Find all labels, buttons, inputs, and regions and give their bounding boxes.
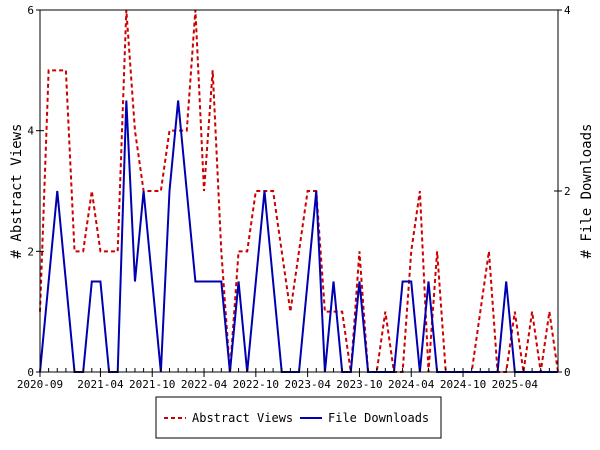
y-right-tick-label: 0 <box>564 366 571 379</box>
x-tick-label: 2020-09 <box>17 378 63 391</box>
y-left-tick-label: 0 <box>27 366 34 379</box>
x-tick-label: 2023-10 <box>336 378 382 391</box>
x-tick-label: 2023-04 <box>284 378 331 391</box>
x-tick-label: 2022-10 <box>233 378 279 391</box>
legend: Abstract Views File Downloads <box>155 396 442 439</box>
legend-box <box>155 396 442 439</box>
y-left-tick-label: 6 <box>27 4 34 17</box>
x-tick-label: 2021-04 <box>77 378 124 391</box>
y-right-tick-label: 4 <box>564 4 571 17</box>
x-tick-label: 2025-04 <box>492 378 539 391</box>
x-tick-label: 2024-10 <box>440 378 486 391</box>
y-right-tick-label: 2 <box>564 185 571 198</box>
x-tick-label: 2021-10 <box>129 378 175 391</box>
series-line-abstract-views <box>39 9 559 373</box>
left-axis-title: # Abstract Views <box>9 124 25 259</box>
right-axis-title: # File Downloads <box>579 124 595 259</box>
legend-label-abstract-views: Abstract Views <box>192 411 293 425</box>
y-left-tick-label: 4 <box>27 125 34 138</box>
x-tick-label: 2022-04 <box>181 378 228 391</box>
y-left-tick-label: 2 <box>27 245 34 258</box>
x-tick-label: 2024-04 <box>388 378 435 391</box>
legend-label-file-downloads: File Downloads <box>328 411 429 425</box>
